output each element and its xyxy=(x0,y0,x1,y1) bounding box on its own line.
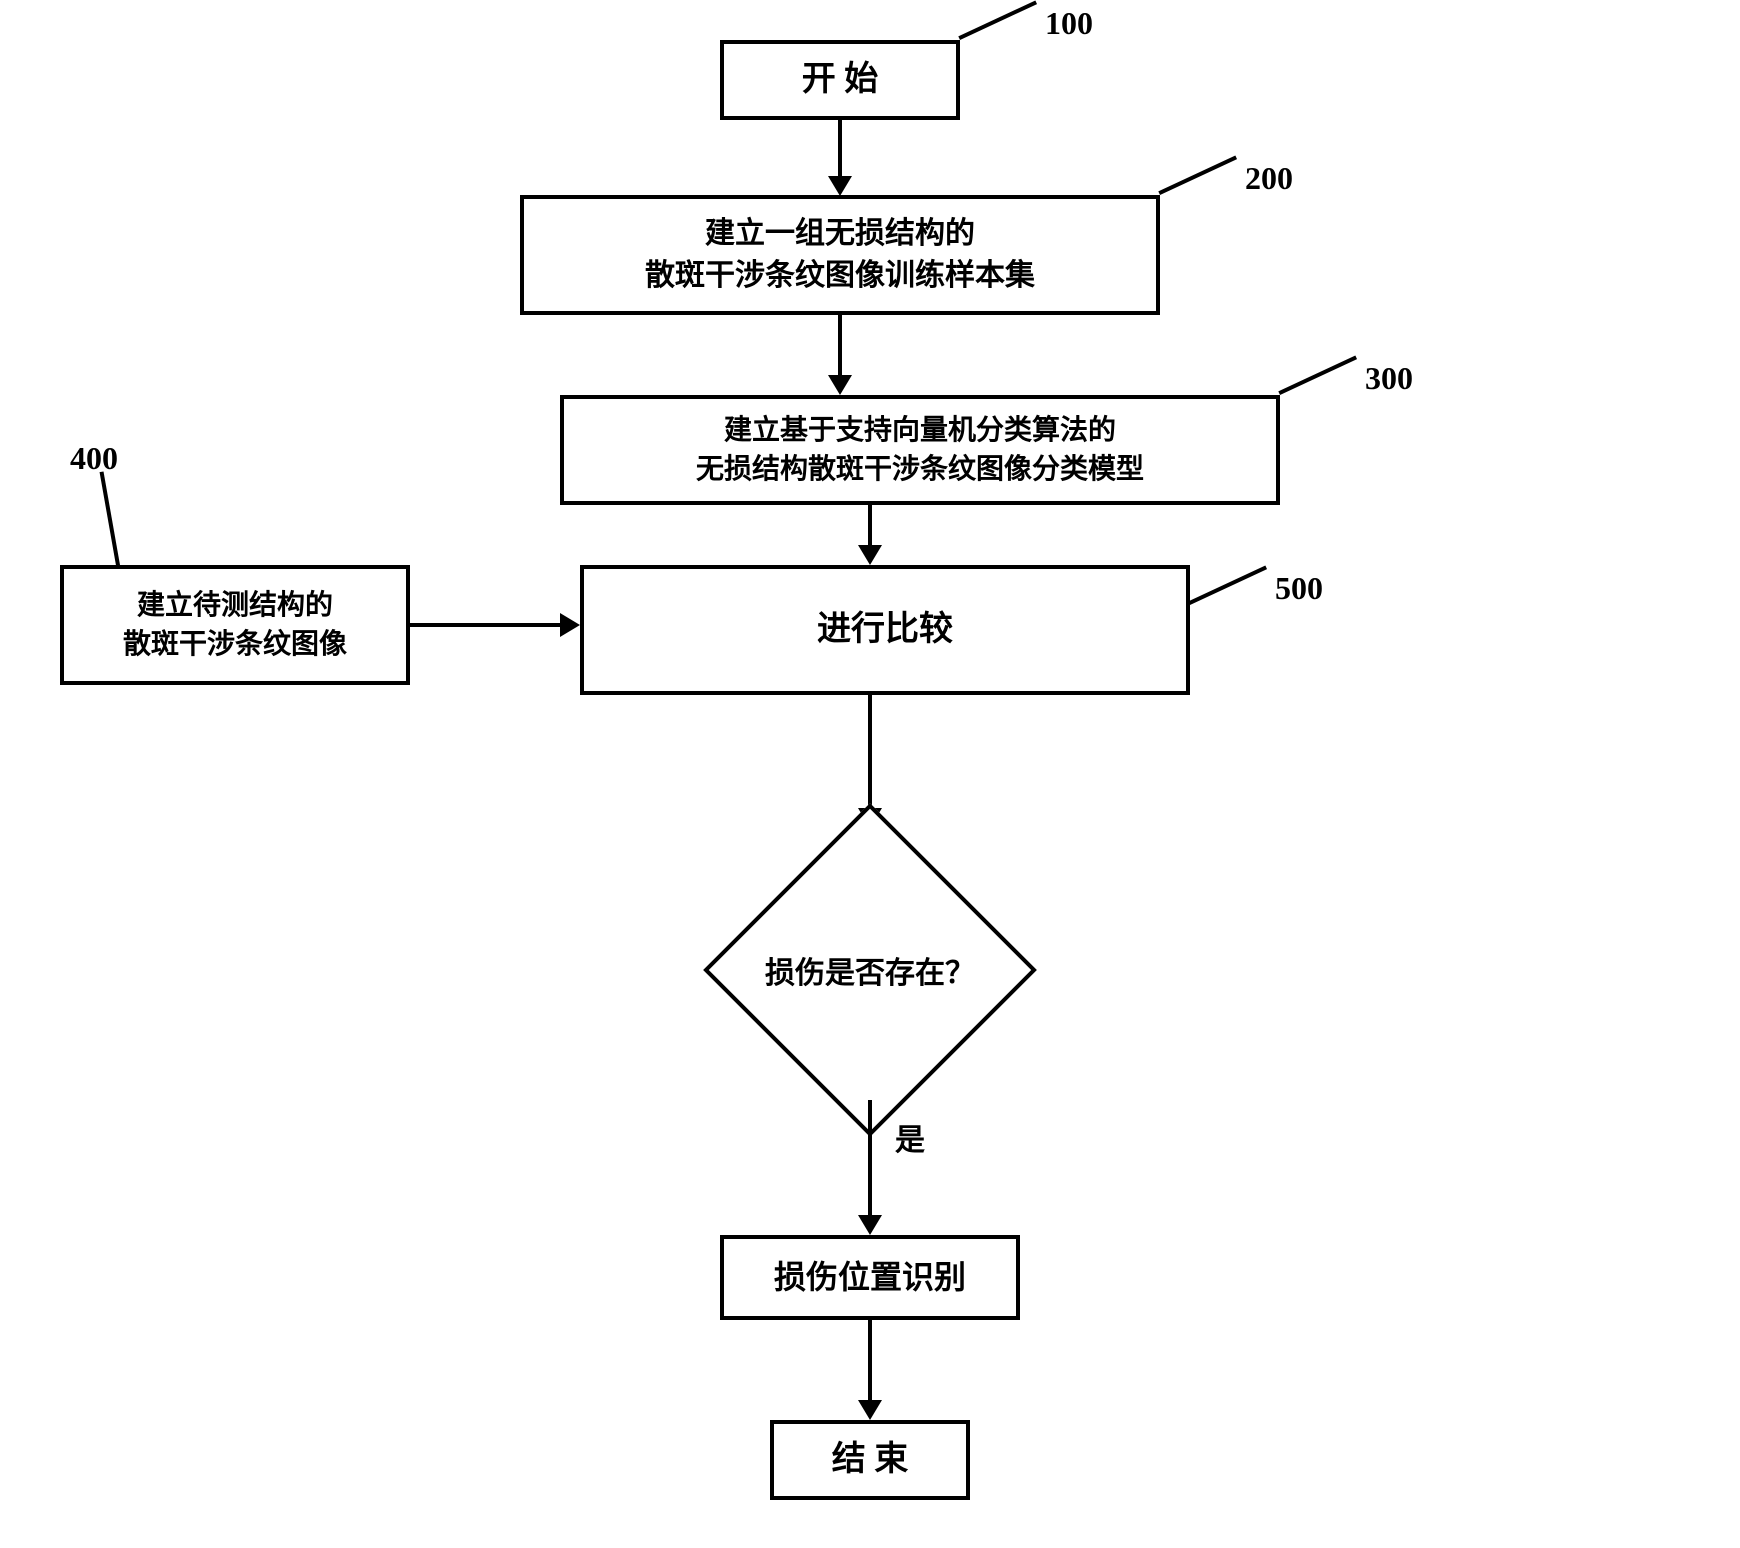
edge-decision-yes-label: 是 xyxy=(895,1115,925,1159)
edge-step2-step3 xyxy=(838,315,842,377)
node-decision: 损伤是否存在？ xyxy=(752,852,988,1088)
edge-step5-decision xyxy=(868,695,872,810)
node-step2-line1: 建立一组无损结构的 xyxy=(645,213,1035,255)
node-step7-text: 损伤位置识别 xyxy=(774,1255,966,1300)
node-decision-text: 损伤是否存在？ xyxy=(765,948,975,992)
callout-300-label: 300 xyxy=(1365,360,1413,397)
edge-step7-end xyxy=(868,1320,872,1402)
node-end: 结 束 xyxy=(770,1420,970,1500)
node-step5-text: 进行比较 xyxy=(817,606,953,654)
callout-100-label: 100 xyxy=(1045,5,1093,42)
callout-200-label: 200 xyxy=(1245,160,1293,197)
node-step4: 建立待测结构的 散斑干涉条纹图像 xyxy=(60,565,410,685)
edge-step3-step5 xyxy=(868,505,872,547)
edge-step3-step5-head xyxy=(858,545,882,565)
node-start: 开 始 xyxy=(720,40,960,120)
edge-decision-step7-head xyxy=(858,1215,882,1235)
node-step3: 建立基于支持向量机分类算法的 无损结构散斑干涉条纹图像分类模型 xyxy=(560,395,1280,505)
callout-400-line xyxy=(100,471,120,565)
callout-200-line xyxy=(1158,155,1237,195)
node-start-text: 开 始 xyxy=(802,56,879,104)
node-step3-line2: 无损结构散斑干涉条纹图像分类模型 xyxy=(696,450,1144,489)
node-step4-line2: 散斑干涉条纹图像 xyxy=(123,625,347,664)
node-step5: 进行比较 xyxy=(580,565,1190,695)
edge-step7-end-head xyxy=(858,1400,882,1420)
node-step3-line1: 建立基于支持向量机分类算法的 xyxy=(696,411,1144,450)
edge-decision-step7 xyxy=(868,1100,872,1217)
node-step2: 建立一组无损结构的 散斑干涉条纹图像训练样本集 xyxy=(520,195,1160,315)
edge-step2-step3-head xyxy=(828,375,852,395)
node-step7: 损伤位置识别 xyxy=(720,1235,1020,1320)
node-step2-line2: 散斑干涉条纹图像训练样本集 xyxy=(645,255,1035,297)
edge-step4-step5-head xyxy=(560,613,580,637)
node-end-text: 结 束 xyxy=(832,1436,909,1484)
callout-300-line xyxy=(1278,355,1357,395)
edge-start-step2-head xyxy=(828,176,852,196)
callout-500-label: 500 xyxy=(1275,570,1323,607)
callout-400-label: 400 xyxy=(70,440,118,477)
node-step4-line1: 建立待测结构的 xyxy=(123,586,347,625)
callout-500-line xyxy=(1188,565,1267,605)
edge-step4-step5 xyxy=(410,623,562,627)
edge-start-step2 xyxy=(838,120,842,178)
callout-100-line xyxy=(958,0,1037,40)
